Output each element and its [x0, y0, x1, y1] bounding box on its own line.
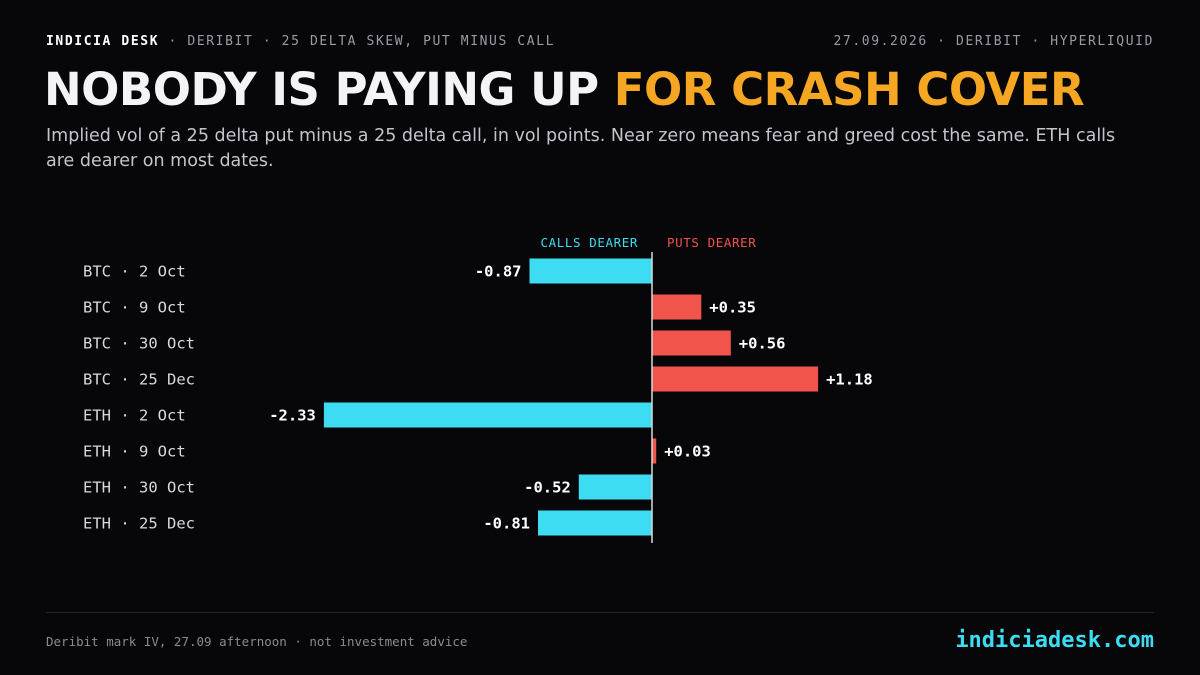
value-label: +1.18: [826, 371, 873, 389]
value-label: -0.87: [475, 263, 522, 281]
headline: NOBODY IS PAYING UP FOR CRASH COVER: [44, 62, 1085, 118]
bar: [652, 366, 819, 392]
date-source-label: 27.09.2026 · DERIBIT · HYPERLIQUID: [833, 34, 1154, 49]
row-label: ETH · 25 Dec: [83, 515, 195, 533]
brand-label: INDICIA DESK: [46, 34, 160, 49]
bar: [323, 402, 652, 428]
chart-row: ETH · 2 Oct -2.33: [83, 402, 652, 428]
chart-row: BTC · 9 Oct +0.35: [83, 294, 756, 320]
context-label: · DERIBIT · 25 DELTA SKEW, PUT MINUS CAL…: [159, 34, 556, 49]
chart-row: BTC · 30 Oct +0.56: [83, 330, 786, 356]
row-label: BTC · 25 Dec: [83, 371, 195, 389]
value-label: -2.33: [269, 407, 316, 425]
value-label: +0.35: [709, 299, 756, 317]
chart-row: BTC · 2 Oct -0.87: [83, 258, 652, 284]
skew-bar-chart: CALLS DEARER PUTS DEARER BTC · 2 Oct -0.8…: [83, 235, 873, 543]
bar: [578, 474, 652, 500]
footnote: Deribit mark IV, 27.09 afternoon · not i…: [46, 634, 468, 649]
bar: [652, 330, 731, 356]
puts-dearer-label: PUTS DEARER: [667, 235, 756, 250]
calls-dearer-label: CALLS DEARER: [540, 235, 638, 250]
value-label: +0.56: [739, 335, 786, 353]
footer-divider: [46, 612, 1154, 613]
chart-row: ETH · 25 Dec -0.81: [83, 510, 652, 536]
chart-row: ETH · 9 Oct +0.03: [83, 438, 711, 464]
row-label: BTC · 2 Oct: [83, 263, 186, 281]
row-label: ETH · 9 Oct: [83, 443, 186, 461]
subtitle: Implied vol of a 25 delta put minus a 25…: [46, 126, 1116, 171]
value-label: -0.52: [524, 479, 571, 497]
top-bar: INDICIA DESK · DERIBIT · 25 DELTA SKEW, …: [46, 34, 1154, 50]
bar: [529, 258, 652, 284]
row-label: ETH · 2 Oct: [83, 407, 186, 425]
value-label: -0.81: [483, 515, 530, 533]
chart-row: ETH · 30 Oct -0.52: [83, 474, 652, 500]
row-label: ETH · 30 Oct: [83, 479, 195, 497]
site-link[interactable]: indiciadesk.com: [955, 628, 1154, 653]
bar: [652, 438, 657, 464]
headline-accent: FOR CRASH COVER: [613, 63, 1085, 116]
bar: [652, 294, 702, 320]
chart-row: BTC · 25 Dec +1.18: [83, 366, 873, 392]
headline-main: NOBODY IS PAYING UP: [44, 63, 614, 116]
value-label: +0.03: [664, 443, 711, 461]
chart-rows: BTC · 2 Oct -0.87 BTC · 9 Oct +0.35 BTC · 30…: [83, 258, 873, 536]
row-label: BTC · 9 Oct: [83, 299, 186, 317]
bar: [538, 510, 652, 536]
row-label: BTC · 30 Oct: [83, 335, 195, 353]
